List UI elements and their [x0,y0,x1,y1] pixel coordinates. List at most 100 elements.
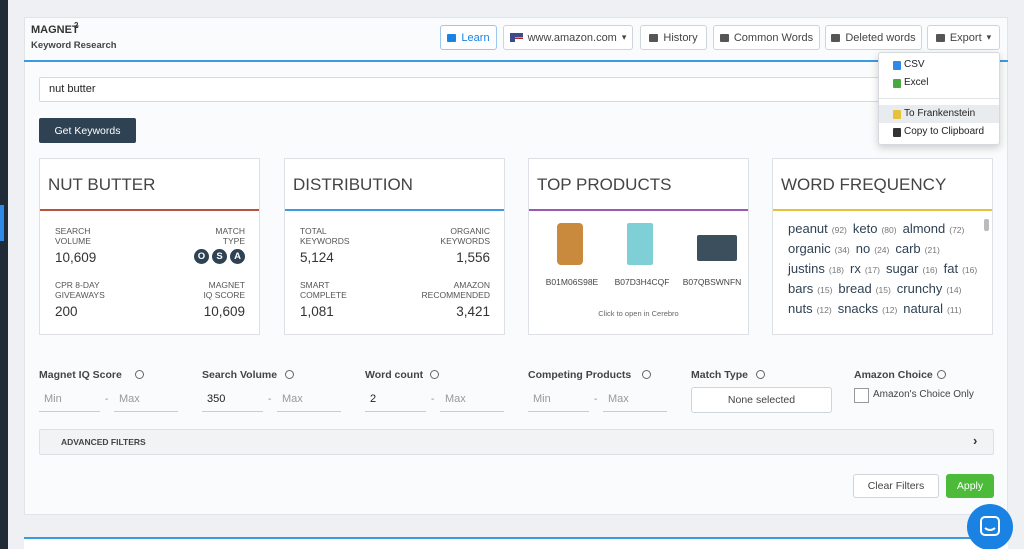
filter-min[interactable]: Min [39,388,100,412]
product-image[interactable] [697,235,737,261]
filter-min[interactable]: 2 [365,388,426,412]
word-count: (15) [875,285,891,295]
filter-sep: - [431,394,435,405]
word-count: (16) [962,265,978,275]
filter-min[interactable]: 350 [202,388,263,412]
clear-filters-button[interactable]: Clear Filters [853,474,939,498]
card-rule [40,209,259,211]
word: rx [849,261,861,276]
stat-value: 200 [55,304,78,319]
word: bars [788,281,814,296]
filter-select[interactable]: None selected [691,387,832,413]
word-row: organic (34) no (24) carb (21) [788,241,942,256]
get-keywords-button[interactable]: Get Keywords [39,118,136,143]
stat-label: IQ SCORE [203,290,245,300]
match-badge: A [230,249,245,264]
product-image[interactable] [557,223,583,265]
header-button[interactable]: Deleted words [825,25,922,50]
button-icon [649,33,659,42]
advanced-filters-bar[interactable] [39,429,994,455]
word-count: (72) [949,225,965,235]
menu-item[interactable]: Excel [904,77,929,88]
header-button[interactable]: Learn [440,25,497,50]
card-title: DISTRIBUTION [293,175,413,194]
card-title: WORD FREQUENCY [781,175,947,194]
menu-icon [893,61,901,70]
menu-icon [893,110,901,119]
help-icon [430,370,439,379]
button-label: Learn [461,31,490,44]
menu-item[interactable]: Copy to Clipboard [904,126,985,137]
filter-min[interactable]: Min [528,388,589,412]
menu-item[interactable]: To Frankenstein [904,108,976,119]
stat-label: SMART [300,280,330,290]
stat-label: TYPE [222,236,245,246]
card-rule [285,209,504,211]
product-note: Click to open in Cerebro [598,309,679,318]
filter-max[interactable]: Max [114,388,178,412]
word: organic [788,241,831,256]
product-asin[interactable]: B07QBSWNFN [682,277,742,287]
filter-sep: - [105,394,109,405]
stat-label: VOLUME [55,236,91,246]
product-asin[interactable]: B07D3H4CQF [614,277,670,287]
word-count: (14) [946,285,962,295]
word: no [855,241,871,256]
word-row: nuts (12) snacks (12) natural (11) [788,301,964,316]
sidebar-active [0,205,4,241]
stat-label: MAGNET [208,280,245,290]
stat-label: CPR 8-DAY [55,280,100,290]
word: natural [903,301,944,316]
stat-label: KEYWORDS [300,236,350,246]
header-button[interactable]: Export ▾ [927,25,1000,50]
chat-button[interactable] [967,504,1013,549]
stat-label: MATCH [215,226,245,236]
menu-icon [893,128,901,137]
menu-divider [879,98,999,99]
button-icon [831,33,841,42]
word: crunchy [896,281,943,296]
match-badge: O [194,249,209,264]
summary-card: DISTRIBUTION TOTAL KEYWORDS 5,124 ORGANIC KEY… [284,158,505,335]
stat-value: 1,081 [300,304,334,319]
word: fat [943,261,959,276]
button-label: Get Keywords [54,124,121,137]
card-rule [529,209,748,211]
next-panel [24,537,1008,549]
word-count: (17) [864,265,880,275]
product-image[interactable] [627,223,653,265]
word-count: (21) [924,245,940,255]
search-input[interactable]: nut butter [39,77,991,102]
filter-label: Match Type [691,369,748,381]
filter-sep: - [594,394,598,405]
product-asin[interactable]: B01M06S98E [545,277,599,287]
button-label: Export [949,31,982,44]
word-count: (80) [881,225,897,235]
header-button[interactable]: Common Words [713,25,820,50]
summary-card: WORD FREQUENCY peanut (92) keto (80) almond (7… [772,158,993,335]
word-row: peanut (92) keto (80) almond (72) [788,221,966,236]
button-icon [719,33,729,42]
filter-label: Amazon Choice [854,369,933,381]
card-title: TOP PRODUCTS [537,175,672,194]
button-label: Deleted words [845,31,916,44]
button-icon [935,33,945,42]
word: carb [895,241,921,256]
word: snacks [837,301,879,316]
apply-button[interactable]: Apply [946,474,994,498]
word-count: (18) [828,265,844,275]
filter-max[interactable]: Max [603,388,667,412]
word-count: (24) [874,245,890,255]
scrollbar [984,219,989,231]
help-icon [285,370,295,379]
card-rule [773,209,992,211]
filter-max[interactable]: Max [440,388,504,412]
header-button[interactable]: History [640,25,707,50]
filter-max[interactable]: Max [277,388,341,412]
menu-item[interactable]: CSV [904,59,925,70]
checkbox[interactable] [854,388,869,403]
menu-highlight [879,105,999,123]
header-button[interactable]: www.amazon.com ▾ [503,25,633,50]
word: sugar [885,261,919,276]
